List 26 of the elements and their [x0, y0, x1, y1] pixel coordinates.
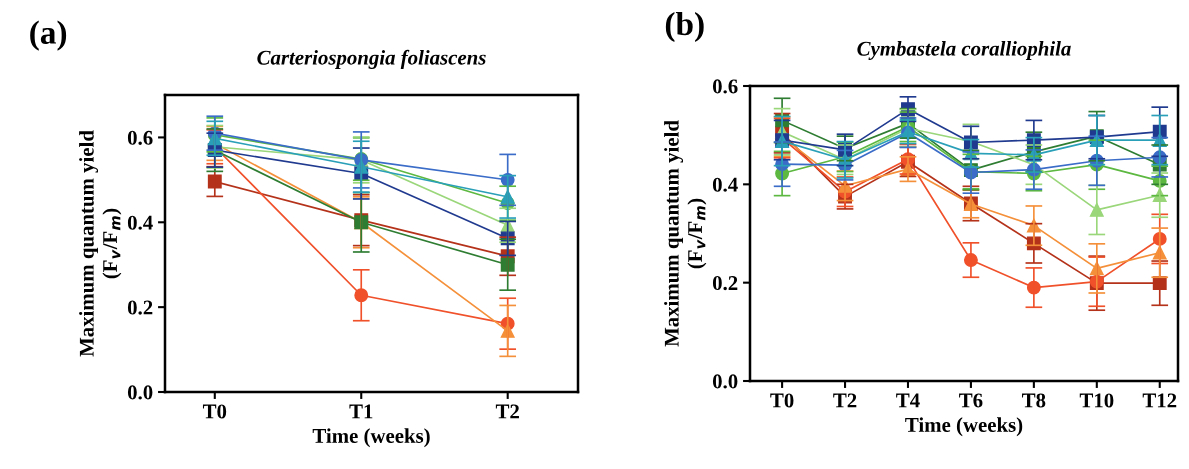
x-tick-label: T12	[1142, 393, 1177, 408]
chart-title: Cymbastela coralliophila	[857, 40, 1071, 60]
y-axis-title: Maximum quantum yield (F$_{v}$/F$_{m}$)	[79, 130, 122, 357]
y-tick-label: 0.0	[127, 385, 153, 400]
text: (a)	[30, 20, 67, 51]
x-tick-label: T4	[896, 393, 920, 408]
x-axis-title: Time (weeks)	[905, 417, 1023, 437]
x-tick-label: T0	[202, 404, 227, 419]
y-tick-label: 0.4	[712, 177, 738, 192]
x-tick-label: T8	[1022, 393, 1046, 408]
y-tick-label: 0.6	[712, 79, 738, 94]
x-tick-label: T1	[349, 404, 373, 419]
y-tick-label: 0.6	[127, 130, 153, 145]
x-tick-label: T6	[959, 393, 983, 408]
chart-title: Carteriospongia foliascens	[257, 49, 486, 69]
y-tick-label: 0.2	[127, 300, 153, 315]
x-tick-label: T10	[1079, 393, 1114, 408]
y-tick-label: 0.2	[712, 276, 738, 291]
y-tick-label: 0.0	[712, 374, 738, 389]
y-tick-label: 0.4	[127, 215, 153, 230]
y-axis-title: Maximum quantum yield (F$_{v}$/F$_{m}$)	[664, 120, 707, 347]
x-tick-label: T2	[833, 393, 857, 408]
text: (b)	[665, 11, 704, 43]
x-axis-title: Time (weeks)	[312, 428, 430, 448]
x-tick-label: T2	[495, 404, 519, 419]
x-tick-label: T0	[770, 393, 794, 408]
